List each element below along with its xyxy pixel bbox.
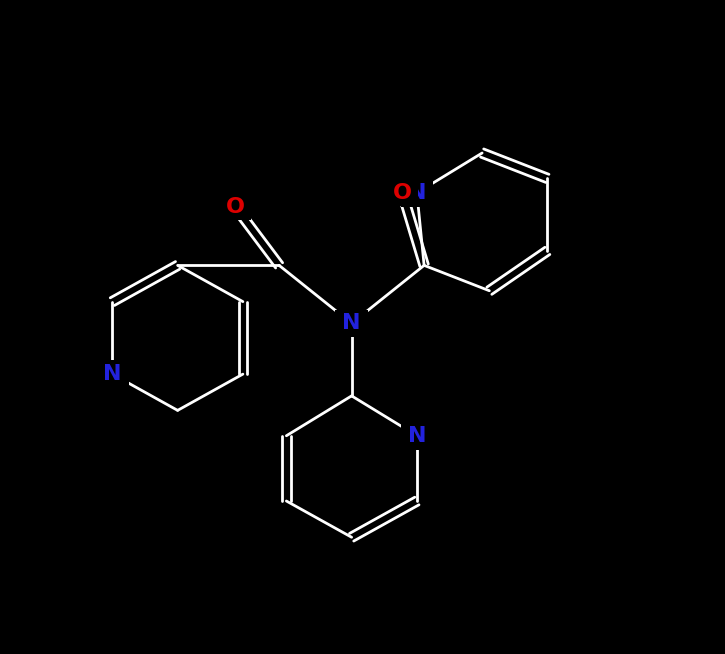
FancyBboxPatch shape — [400, 422, 434, 449]
Text: N: N — [342, 313, 361, 334]
FancyBboxPatch shape — [335, 309, 368, 337]
FancyBboxPatch shape — [400, 179, 434, 207]
Text: N: N — [407, 183, 426, 203]
FancyBboxPatch shape — [387, 180, 418, 206]
Text: N: N — [103, 364, 122, 384]
Text: N: N — [407, 426, 426, 446]
Text: O: O — [393, 183, 412, 203]
FancyBboxPatch shape — [220, 194, 251, 220]
FancyBboxPatch shape — [96, 360, 129, 388]
Text: O: O — [226, 198, 245, 217]
